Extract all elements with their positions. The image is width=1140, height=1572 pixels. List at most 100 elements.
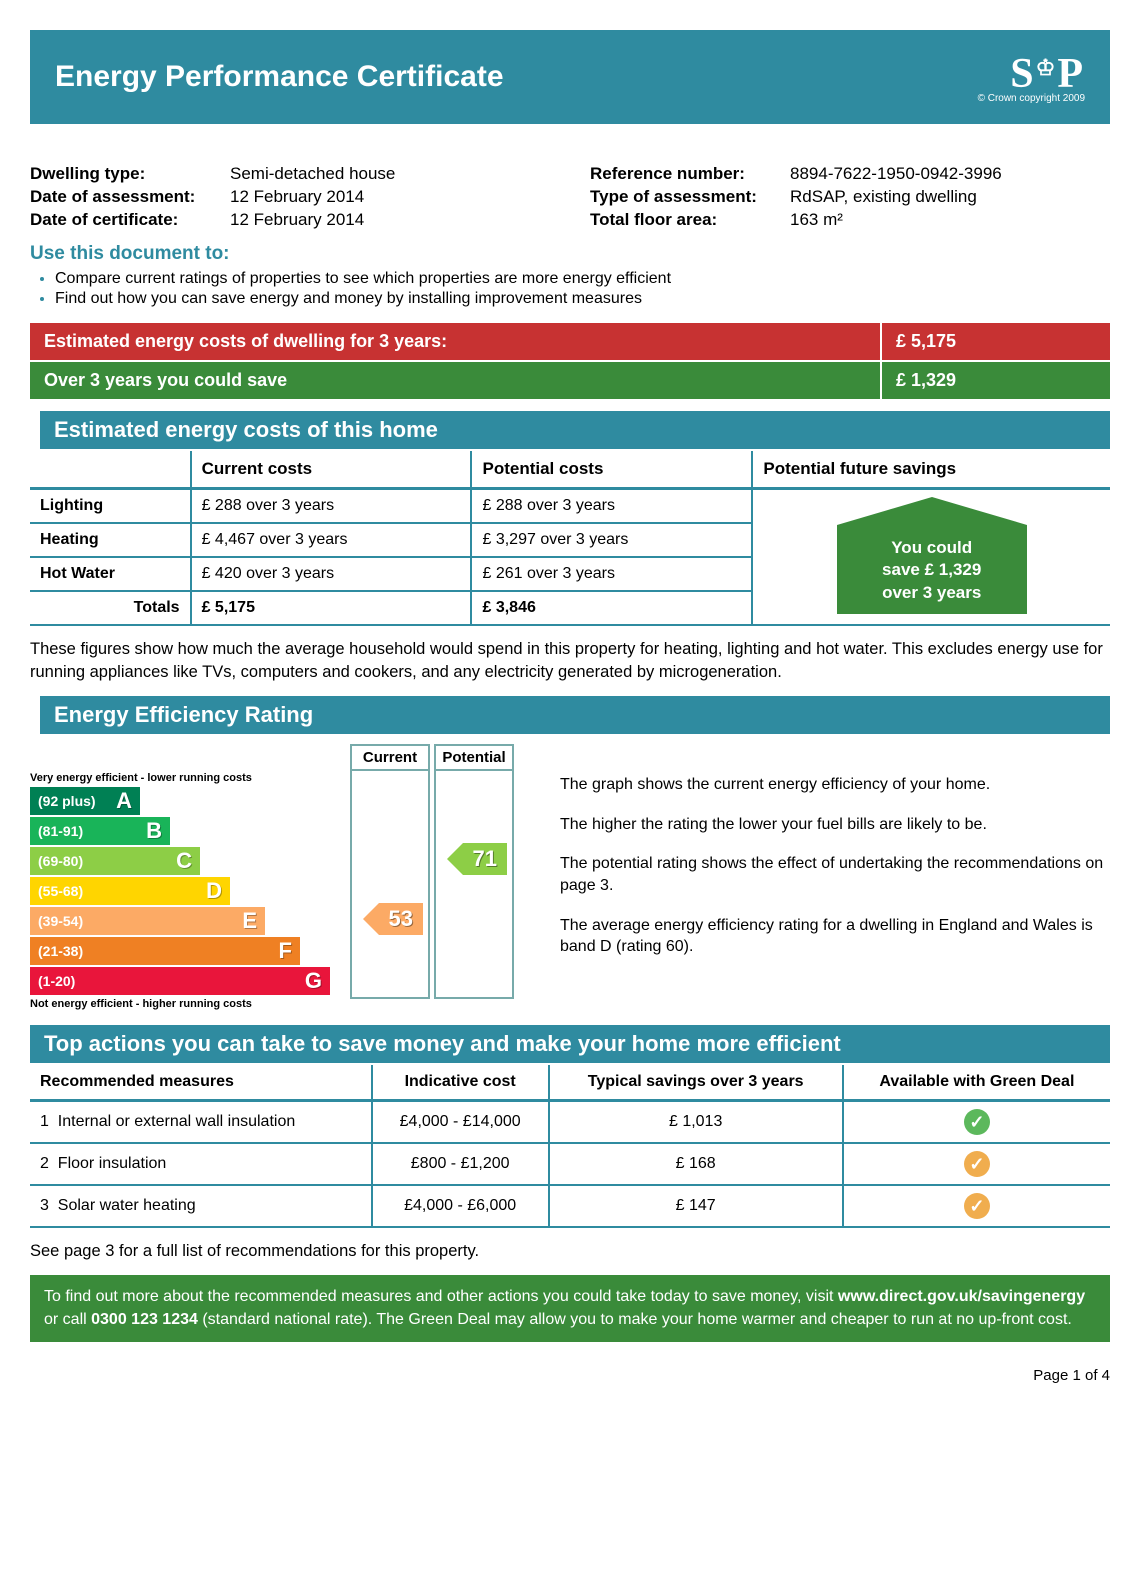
- summary-value: £ 5,175: [880, 323, 1110, 360]
- current-col-header: Current: [350, 744, 430, 769]
- actions-heading: Top actions you can take to save money a…: [30, 1025, 1110, 1063]
- use-doc-list: Compare current ratings of properties to…: [30, 270, 1110, 308]
- cost-current: £ 4,467 over 3 years: [191, 523, 472, 557]
- detail-label: Dwelling type:: [30, 164, 230, 184]
- cost-name: Heating: [30, 523, 191, 557]
- summary-label: Over 3 years you could save: [30, 362, 880, 399]
- rating-band-c: (69-80)C: [30, 847, 200, 875]
- detail-value: 8894-7622-1950-0942-3996: [790, 164, 1110, 184]
- detail-row: Total floor area:163 m²: [590, 210, 1110, 230]
- col-blank: [30, 451, 191, 489]
- chart-bottom-note: Not energy efficient - higher running co…: [30, 998, 350, 1010]
- actions-table: Recommended measures Indicative cost Typ…: [30, 1065, 1110, 1228]
- action-row: 2 Floor insulation £800 - £1,200 £ 168 ✓: [30, 1143, 1110, 1185]
- detail-label: Date of assessment:: [30, 187, 230, 207]
- band-range: (21-38): [38, 943, 279, 959]
- potential-col-header: Potential: [434, 744, 514, 769]
- band-range: (39-54): [38, 913, 242, 929]
- detail-row: Reference number:8894-7622-1950-0942-399…: [590, 164, 1110, 184]
- detail-row: Date of certificate:12 February 2014: [30, 210, 550, 230]
- action-name: 2 Floor insulation: [30, 1143, 372, 1185]
- costs-footnote: These figures show how much the average …: [30, 638, 1110, 684]
- costs-table: Current costs Potential costs Potential …: [30, 451, 1110, 626]
- summary-label: Estimated energy costs of dwelling for 3…: [30, 323, 880, 360]
- col-savings: Potential future savings: [752, 451, 1110, 489]
- rating-band-b: (81-91)B: [30, 817, 170, 845]
- action-cost: £800 - £1,200: [372, 1143, 549, 1185]
- rating-paragraph: The potential rating shows the effect of…: [560, 853, 1110, 896]
- costs-heading: Estimated energy costs of this home: [30, 411, 1110, 449]
- tick-icon: ✓: [964, 1109, 990, 1135]
- action-cost: £4,000 - £6,000: [372, 1185, 549, 1227]
- col-potential: Potential costs: [471, 451, 752, 489]
- rating-paragraph: The average energy efficiency rating for…: [560, 915, 1110, 958]
- band-range: (69-80): [38, 853, 176, 869]
- cost-current: £ 288 over 3 years: [191, 489, 472, 524]
- detail-value: 12 February 2014: [230, 210, 550, 230]
- current-rating-pointer: 53: [379, 903, 423, 935]
- col-typical: Typical savings over 3 years: [549, 1065, 843, 1101]
- chart-top-note: Very energy efficient - lower running co…: [30, 772, 350, 784]
- cost-potential: £ 261 over 3 years: [471, 557, 752, 591]
- cost-name: Lighting: [30, 489, 191, 524]
- cost-potential: £ 3,297 over 3 years: [471, 523, 752, 557]
- action-row: 1 Internal or external wall insulation £…: [30, 1101, 1110, 1144]
- summary-value: £ 1,329: [880, 362, 1110, 399]
- totals-label: Totals: [30, 591, 191, 625]
- action-savings: £ 1,013: [549, 1101, 843, 1144]
- actions-see-more: See page 3 for a full list of recommenda…: [30, 1240, 1110, 1263]
- rating-chart: Current Potential Very energy efficient …: [30, 744, 530, 1013]
- savings-arrow: You couldsave £ 1,329over 3 years: [837, 525, 1027, 613]
- detail-row: Dwelling type:Semi-detached house: [30, 164, 550, 184]
- summary-cost-row: Over 3 years you could save£ 1,329: [30, 362, 1110, 399]
- cost-row: Lighting £ 288 over 3 years £ 288 over 3…: [30, 489, 1110, 524]
- action-row: 3 Solar water heating £4,000 - £6,000 £ …: [30, 1185, 1110, 1227]
- savings-cell: You couldsave £ 1,329over 3 years: [752, 489, 1110, 626]
- rating-area: Current Potential Very energy efficient …: [30, 744, 1110, 1013]
- band-letter: E: [242, 908, 257, 934]
- detail-row: Type of assessment:RdSAP, existing dwell…: [590, 187, 1110, 207]
- band-letter: F: [279, 938, 292, 964]
- tick-icon: ✓: [964, 1193, 990, 1219]
- detail-label: Date of certificate:: [30, 210, 230, 230]
- band-letter: D: [206, 878, 222, 904]
- action-tick: ✓: [843, 1143, 1110, 1185]
- use-doc-heading: Use this document to:: [30, 243, 1110, 265]
- page-number: Page 1 of 4: [30, 1367, 1110, 1384]
- detail-value: Semi-detached house: [230, 164, 550, 184]
- cost-name: Hot Water: [30, 557, 191, 591]
- use-doc-item: Compare current ratings of properties to…: [55, 270, 1110, 288]
- cost-potential: £ 288 over 3 years: [471, 489, 752, 524]
- col-measures: Recommended measures: [30, 1065, 372, 1101]
- band-range: (81-91): [38, 823, 146, 839]
- rating-band-g: (1-20)G: [30, 967, 330, 995]
- page-title: Energy Performance Certificate: [55, 60, 504, 94]
- info-box: To find out more about the recommended m…: [30, 1275, 1110, 1341]
- property-details: Dwelling type:Semi-detached houseDate of…: [30, 164, 1110, 233]
- cost-current: £ 420 over 3 years: [191, 557, 472, 591]
- action-tick: ✓: [843, 1101, 1110, 1144]
- summary-cost-row: Estimated energy costs of dwelling for 3…: [30, 323, 1110, 360]
- tick-icon: ✓: [964, 1151, 990, 1177]
- current-column: 53: [350, 769, 430, 999]
- detail-value: RdSAP, existing dwelling: [790, 187, 1110, 207]
- rating-band-a: (92 plus)A: [30, 787, 140, 815]
- rating-band-d: (55-68)D: [30, 877, 230, 905]
- band-letter: G: [305, 968, 322, 994]
- band-range: (55-68): [38, 883, 206, 899]
- action-cost: £4,000 - £14,000: [372, 1101, 549, 1144]
- potential-rating-pointer: 71: [463, 843, 507, 875]
- rating-paragraph: The graph shows the current energy effic…: [560, 774, 1110, 796]
- action-savings: £ 168: [549, 1143, 843, 1185]
- detail-label: Reference number:: [590, 164, 790, 184]
- rating-band-f: (21-38)F: [30, 937, 300, 965]
- detail-value: 163 m²: [790, 210, 1110, 230]
- totals-potential: £ 3,846: [471, 591, 752, 625]
- col-indicative: Indicative cost: [372, 1065, 549, 1101]
- rating-explanation: The graph shows the current energy effic…: [560, 744, 1110, 1013]
- detail-label: Total floor area:: [590, 210, 790, 230]
- col-current: Current costs: [191, 451, 472, 489]
- copyright-text: © Crown copyright 2009: [978, 93, 1085, 104]
- detail-value: 12 February 2014: [230, 187, 550, 207]
- band-range: (92 plus): [38, 793, 116, 809]
